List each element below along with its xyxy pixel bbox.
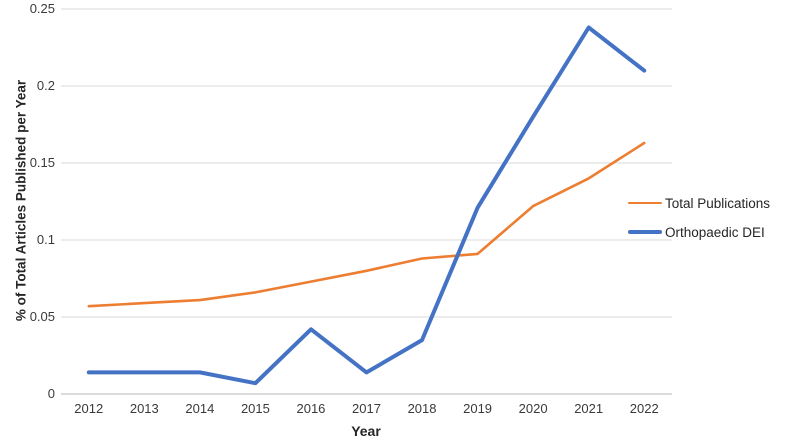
series-line-total-publications — [87, 141, 646, 308]
series-line-orthopaedic-dei — [86, 25, 647, 386]
x-tick-label: 2016 — [296, 401, 326, 416]
legend-item: Orthopaedic DEI — [628, 222, 770, 242]
x-tick-label: 2018 — [407, 401, 437, 416]
legend-line-swatch — [628, 201, 662, 205]
gridlines — [61, 8, 672, 395]
x-tick-label: 2015 — [240, 401, 270, 416]
y-tick-label: 0.25 — [29, 1, 55, 16]
x-tick-label: 2012 — [74, 401, 104, 416]
series-lines — [86, 25, 647, 386]
y-tick-label: 0 — [47, 386, 55, 401]
x-tick-label: 2022 — [629, 401, 659, 416]
legend-label: Orthopaedic DEI — [665, 224, 765, 240]
y-tick-label: 0.1 — [36, 232, 55, 247]
x-tick-label: 2020 — [518, 401, 548, 416]
legend-label: Total Publications — [665, 195, 771, 211]
x-axis-title: Year — [351, 423, 381, 439]
y-axis-title: % of Total Articles Published per Year — [13, 79, 29, 322]
x-tick-label: 2013 — [129, 401, 159, 416]
legend: Total Publications Orthopaedic DEI — [628, 193, 770, 242]
legend-line-swatch — [628, 230, 662, 234]
y-tick-label: 0.15 — [29, 155, 55, 170]
y-tick-label: 0.2 — [36, 78, 55, 93]
x-tick-label: 2021 — [574, 401, 604, 416]
legend-item: Total Publications — [628, 193, 770, 213]
y-tick-label: 0.05 — [29, 309, 55, 324]
x-tick-label: 2019 — [463, 401, 493, 416]
x-tick-label: 2014 — [185, 401, 215, 416]
x-tick-label: 2017 — [352, 401, 381, 416]
